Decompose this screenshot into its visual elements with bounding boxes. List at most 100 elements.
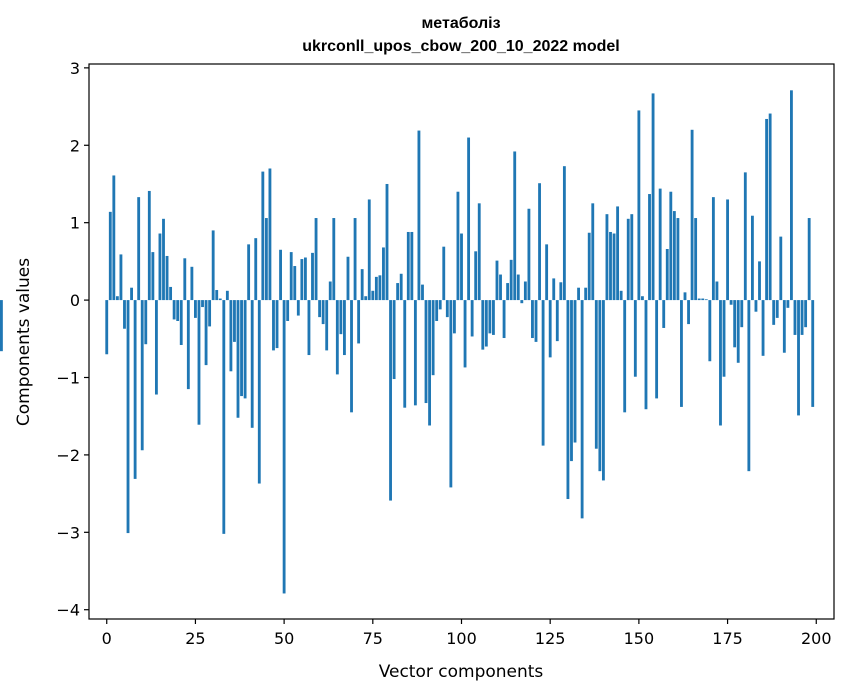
y-tick-label: −4	[56, 601, 80, 620]
bar	[435, 300, 439, 321]
bar	[296, 300, 300, 316]
bar	[736, 300, 740, 363]
bar	[492, 300, 495, 335]
bar	[701, 298, 705, 301]
bar	[343, 300, 346, 356]
bar	[151, 252, 155, 301]
bar	[623, 300, 627, 413]
bar	[399, 273, 403, 301]
bar	[580, 300, 584, 519]
bar	[413, 300, 417, 406]
bar	[570, 300, 573, 462]
bar	[527, 208, 531, 301]
bar	[374, 276, 378, 301]
bar	[690, 129, 694, 301]
bar	[456, 191, 460, 301]
x-axis-label: Vector components	[379, 662, 544, 682]
bar	[357, 300, 361, 344]
bar	[229, 300, 233, 372]
bar	[797, 300, 800, 416]
bar	[353, 218, 357, 301]
bar	[765, 118, 769, 301]
bar	[779, 236, 783, 301]
bar	[587, 232, 591, 301]
bar	[240, 300, 243, 397]
bar	[541, 300, 545, 446]
bar	[307, 300, 311, 356]
y-tick-label: 1	[70, 214, 80, 233]
bar	[410, 231, 414, 301]
bar	[740, 300, 744, 328]
bar	[250, 300, 254, 428]
bar	[438, 300, 442, 310]
bar	[158, 233, 162, 301]
bar	[332, 218, 336, 301]
bar	[172, 300, 176, 320]
bar	[165, 255, 169, 301]
bar	[495, 260, 499, 301]
bar	[179, 300, 183, 345]
bar	[222, 300, 226, 534]
bar	[268, 168, 272, 301]
bar	[211, 230, 215, 301]
bar	[225, 290, 229, 301]
bar	[538, 183, 541, 301]
bar	[509, 259, 513, 301]
bar	[108, 211, 112, 301]
bar	[467, 137, 471, 301]
bar	[711, 197, 715, 301]
x-tick-label: 150	[624, 629, 655, 648]
bar	[144, 300, 148, 345]
bar	[555, 300, 559, 342]
bar	[722, 300, 726, 377]
bar	[750, 215, 754, 301]
bar	[133, 300, 137, 479]
bar	[531, 300, 534, 339]
bar	[534, 300, 538, 342]
bar	[523, 281, 527, 301]
bar	[115, 296, 119, 301]
bar	[176, 300, 180, 321]
y-tick-label: −3	[56, 523, 80, 542]
bar	[371, 290, 375, 301]
bar	[275, 300, 279, 349]
bar	[669, 191, 673, 301]
bar	[126, 300, 130, 534]
bar	[481, 300, 485, 350]
y-tick-label: −2	[56, 446, 80, 465]
bar	[463, 300, 467, 368]
chart-title: метаболіз	[421, 15, 500, 32]
bar	[378, 275, 382, 301]
bar	[318, 300, 322, 318]
bar	[488, 300, 492, 334]
bar	[321, 300, 325, 325]
bar	[452, 300, 456, 334]
bar	[470, 300, 474, 337]
bar	[335, 300, 339, 375]
bar	[264, 218, 268, 301]
bar	[726, 199, 729, 301]
bar	[616, 206, 620, 301]
bar	[396, 283, 400, 301]
bar	[665, 249, 669, 301]
y-tick-label: −1	[56, 368, 80, 387]
axes-group: 0 25 50 75 100 125 150 175 200 −4 −3 −2 −1 0 1 2 3	[56, 59, 835, 648]
y-axis-label: Components values	[14, 258, 34, 426]
bar	[626, 218, 630, 301]
bar	[215, 290, 219, 301]
bar	[424, 300, 428, 404]
bar	[687, 300, 690, 325]
bar	[786, 300, 790, 308]
bar	[392, 300, 396, 380]
bar	[680, 300, 683, 407]
bar	[804, 300, 808, 328]
bar	[743, 172, 747, 301]
bar	[261, 171, 265, 301]
bar	[311, 252, 314, 301]
x-tick-label: 75	[363, 629, 383, 648]
bar	[421, 284, 424, 301]
bar	[243, 300, 247, 399]
bar	[314, 218, 318, 301]
bar	[282, 300, 286, 594]
